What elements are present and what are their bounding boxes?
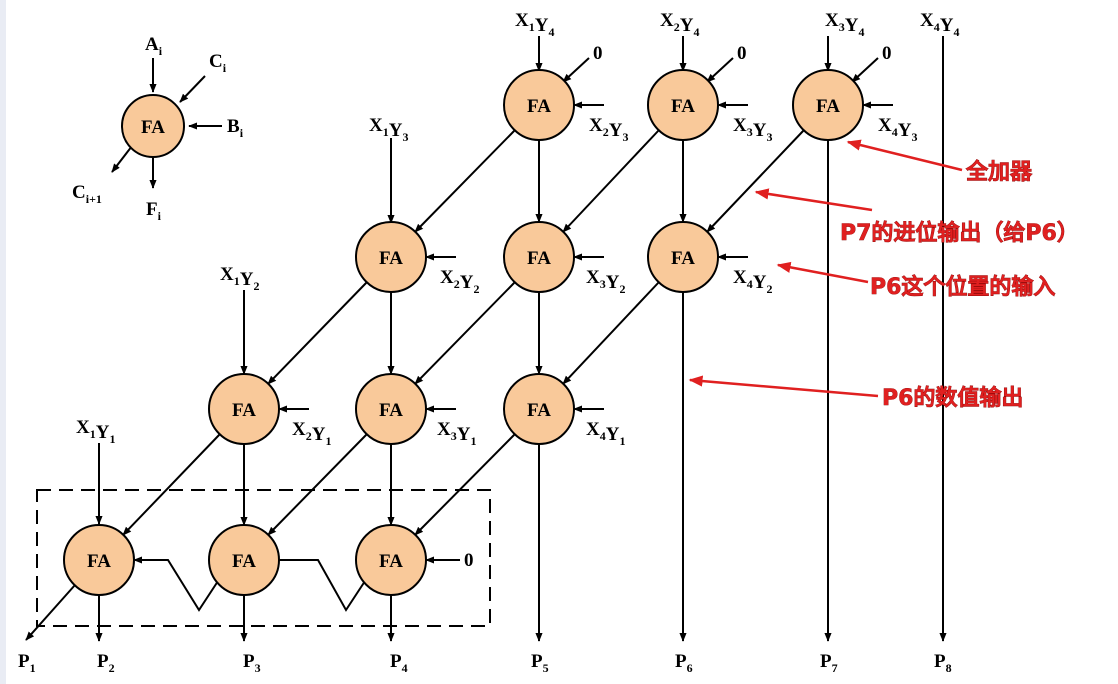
input-x3y2: X3Y2 <box>586 267 625 296</box>
annotations: 全加器 P7的进位输出（给P6） P6这个位置的输入 P6的数值输出 <box>688 139 1079 411</box>
annotation-p7-carry: P7的进位输出（给P6） <box>840 220 1079 246</box>
output-p1: P1 <box>18 651 36 675</box>
annotation-p6-input: P6这个位置的输入 <box>870 274 1055 300</box>
legend-output-f: Fi <box>146 199 162 223</box>
fa-label: FA <box>379 248 403 269</box>
output-p2: P2 <box>97 651 115 675</box>
fa-label: FA <box>379 551 403 572</box>
fa-node-r4c2: FA <box>208 524 280 596</box>
input-x1y4: X1Y4 <box>515 10 554 39</box>
fa-label: FA <box>379 400 403 421</box>
fa-node-r2c3: FA <box>647 221 719 293</box>
annotation-arrow <box>846 139 963 172</box>
input-x2y2: X2Y2 <box>440 267 479 296</box>
fa-label: FA <box>232 551 256 572</box>
fa-label: FA <box>671 96 695 117</box>
legend-fa-node <box>121 94 185 158</box>
fa-node-r1c3: FA <box>792 69 864 141</box>
fa-node-r3c3: FA <box>503 373 575 445</box>
input-x4y3: X4Y3 <box>878 115 917 144</box>
legend-output-carry: Ci+1 <box>72 182 102 206</box>
output-p8: P8 <box>934 651 952 675</box>
zero-input-label: 0 <box>882 43 892 64</box>
fa-label: FA <box>87 551 111 572</box>
legend-input-a: Ai <box>145 34 163 58</box>
zero-input-label: 0 <box>464 550 474 571</box>
annotation-full-adder: 全加器 <box>965 159 1033 185</box>
fa-label: FA <box>671 248 695 269</box>
ripple-row-box <box>36 489 491 627</box>
legend: FA Ai Ci Bi Ci+1 Fi <box>72 34 244 223</box>
legend-input-c: Ci <box>209 51 227 75</box>
fa-node-r2c2: FA <box>503 221 575 293</box>
input-x1y1: X1Y1 <box>76 417 115 446</box>
fa-node-r3c2: FA <box>355 373 427 445</box>
input-x1y3: X1Y3 <box>369 115 408 144</box>
input-labels: X1Y4 X2Y4 X3Y4 X4Y4 X1Y3 X1Y2 X1Y1 X2Y3 … <box>76 10 959 448</box>
legend-fa-label: FA <box>141 117 165 138</box>
zero-input-label: 0 <box>593 43 603 64</box>
fa-label: FA <box>816 96 840 117</box>
fa-label: FA <box>527 96 551 117</box>
output-p3: P3 <box>243 651 261 675</box>
input-x3y4: X3Y4 <box>825 10 864 39</box>
fa-label: FA <box>527 248 551 269</box>
annotation-arrow <box>776 261 869 284</box>
output-labels: P1 P2 P3 P4 P5 P6 P7 P8 <box>18 651 952 675</box>
input-x4y4: X4Y4 <box>920 10 959 39</box>
fa-label: FA <box>527 400 551 421</box>
fa-node-r4c3: FA <box>355 524 427 596</box>
output-p6: P6 <box>675 651 693 675</box>
annotation-p6-value: P6的数值输出 <box>882 385 1023 411</box>
zero-input-label: 0 <box>737 43 747 64</box>
annotation-arrow <box>754 188 873 212</box>
input-x2y4: X2Y4 <box>660 10 699 39</box>
input-x4y2: X4Y2 <box>733 267 772 296</box>
fa-node-r1c1: FA <box>503 69 575 141</box>
output-p4: P4 <box>390 651 408 675</box>
fa-node-r2c1: FA <box>355 221 427 293</box>
fa-node-r4c1: FA <box>63 524 135 596</box>
input-x2y3: X2Y3 <box>589 115 628 144</box>
input-x3y3: X3Y3 <box>733 115 772 144</box>
fa-node-r3c1: FA <box>208 373 280 445</box>
input-x2y1: X2Y1 <box>292 419 331 448</box>
fa-node-r1c2: FA <box>647 69 719 141</box>
output-p7: P7 <box>820 651 838 675</box>
input-x4y1: X4Y1 <box>586 419 625 448</box>
annotation-arrow <box>688 375 879 398</box>
fa-label: FA <box>232 400 256 421</box>
output-p5: P5 <box>531 651 549 675</box>
input-x3y1: X3Y1 <box>437 419 476 448</box>
fa-grid: FA FA FA FA FA FA FA FA FA FA FA FA <box>63 69 864 596</box>
input-x1y2: X1Y2 <box>220 264 259 293</box>
legend-input-b: Bi <box>227 116 244 140</box>
